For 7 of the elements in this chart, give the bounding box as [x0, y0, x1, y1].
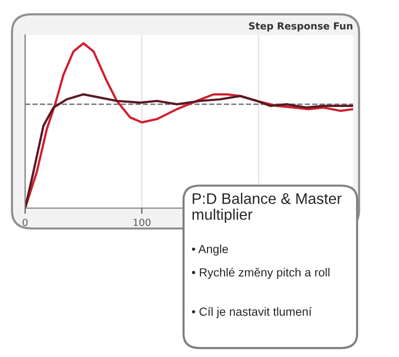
x-tick-label: 0 [22, 218, 28, 226]
text: • Rychlé změny pitch a roll [192, 268, 330, 279]
text: • Cíl je nastavit tlumení [192, 307, 312, 318]
annotation: P:D Balance & Master multiplier [192, 192, 342, 223]
chart-title: Step Response Fun [249, 22, 352, 32]
x-tick-label: 100 [134, 218, 150, 226]
text: • Angle [192, 244, 228, 256]
